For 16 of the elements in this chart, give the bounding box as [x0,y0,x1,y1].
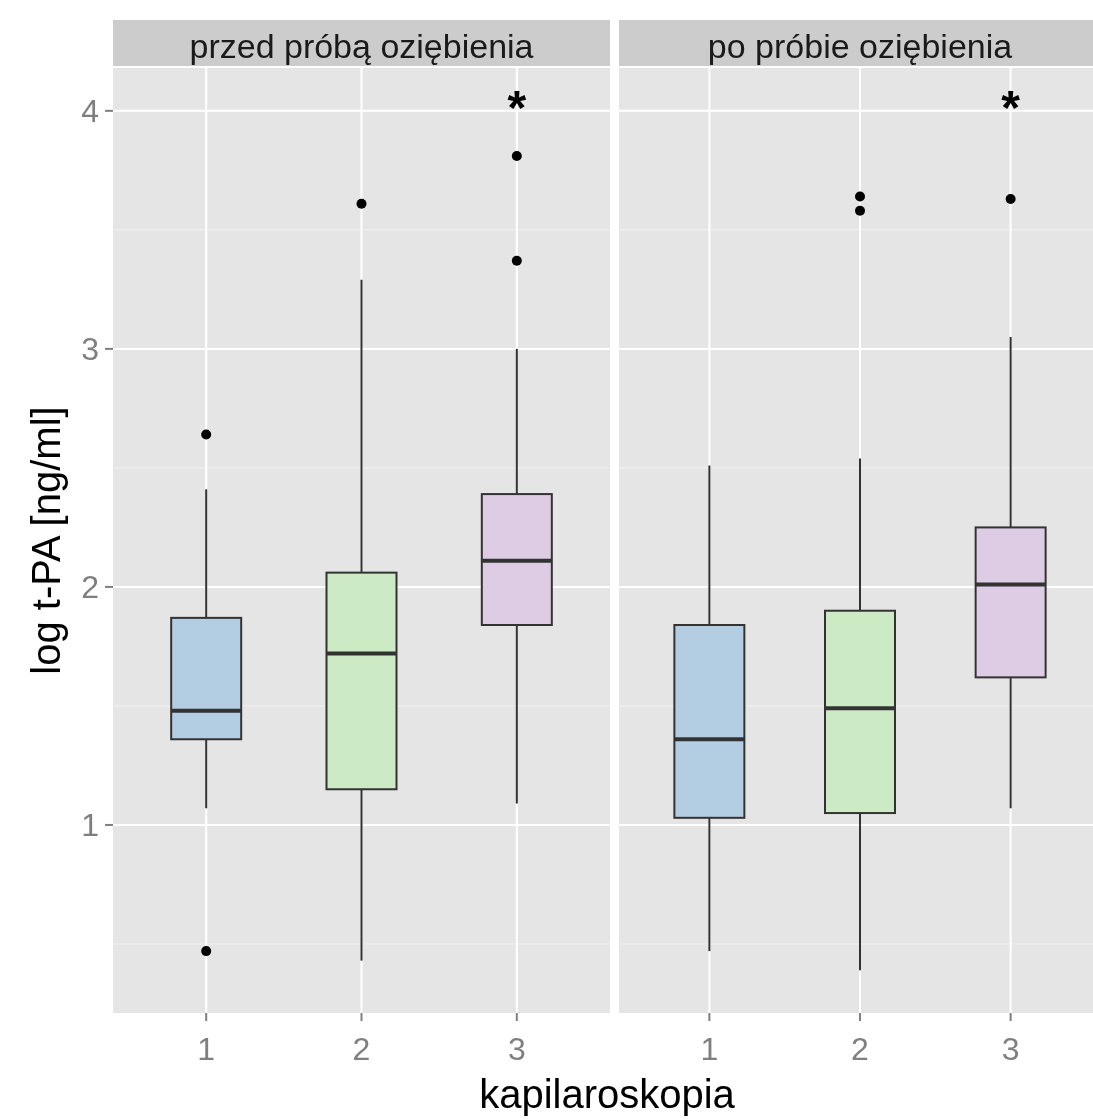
x-axis-title: kapilaroskopia [479,1072,736,1116]
x-tick-label: 1 [700,1031,719,1067]
x-tick-label: 2 [352,1031,371,1067]
x-tick-label: 1 [197,1031,216,1067]
annotation: * [507,81,527,134]
y-tick-label: 3 [81,330,99,367]
chart-title: przed próbą oziębienia [189,27,534,65]
x-tick-label: 2 [851,1031,869,1067]
y-tick-label: 4 [81,92,99,129]
x-tick-label: 3 [507,1031,526,1067]
annotation: * [1001,81,1021,134]
y-tick-label: 2 [81,568,99,605]
chart-title: po próbie oziębienia [707,27,1013,65]
y-axis-title: log t-PA [ng/ml] [24,406,68,675]
x-tick-label: 3 [1001,1031,1020,1067]
y-tick-label: 1 [81,806,99,843]
